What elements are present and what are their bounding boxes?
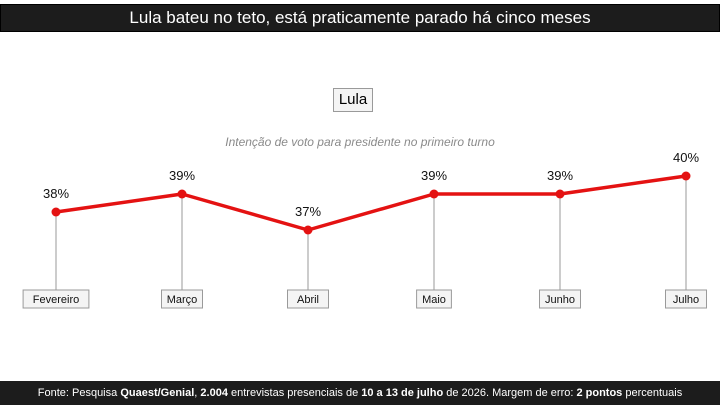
chart-subtitle: Intenção de voto para presidente no prim… — [225, 135, 495, 149]
data-label: 39% — [547, 168, 573, 183]
footer-interviews: 2.004 — [200, 387, 228, 399]
series-label-chip: Lula — [333, 88, 373, 112]
category-label: Julho — [673, 294, 699, 306]
series-line — [54, 174, 688, 232]
data-label: 39% — [169, 168, 195, 183]
category-label: Maio — [422, 294, 446, 306]
category-box — [416, 289, 452, 309]
footer-year: de 2026. Margem de erro: — [443, 387, 577, 399]
category-label: Abril — [297, 294, 319, 306]
data-point — [51, 207, 61, 217]
category-label: Março — [167, 294, 198, 306]
footer-middle: entrevistas presenciais de — [227, 387, 362, 399]
footer-source: Quaest/Genial — [120, 387, 195, 399]
category-box — [22, 289, 90, 309]
data-point — [177, 189, 187, 199]
data-point — [681, 171, 691, 181]
footer-suffix: percentuais — [622, 387, 683, 399]
data-point — [303, 225, 313, 235]
category-label: Junho — [545, 294, 575, 306]
category-box — [161, 289, 203, 309]
data-point — [555, 189, 565, 199]
line-chart: 38% 39% 37% 39% 39% 40% Fevereiro Março Abril Mai… — [22, 150, 707, 309]
data-label: 39% — [421, 168, 447, 183]
data-label: 38% — [43, 186, 69, 201]
category-label: Fevereiro — [33, 294, 79, 306]
page-title: Lula bateu no teto, está praticamente pa… — [0, 4, 720, 32]
category-box — [539, 289, 581, 309]
category-box — [287, 289, 329, 309]
footer-sep: , — [194, 387, 201, 399]
data-label: 37% — [295, 204, 321, 219]
source-footer: Fonte: Pesquisa Quaest/Genial, 2.004 ent… — [0, 381, 720, 405]
footer-dates: 10 a 13 de julho — [361, 387, 444, 399]
footer-prefix: Fonte: Pesquisa — [37, 387, 121, 399]
data-point — [429, 189, 439, 199]
footer-margin: 2 pontos — [576, 387, 623, 399]
category-box — [665, 289, 707, 309]
data-label: 40% — [673, 150, 699, 165]
